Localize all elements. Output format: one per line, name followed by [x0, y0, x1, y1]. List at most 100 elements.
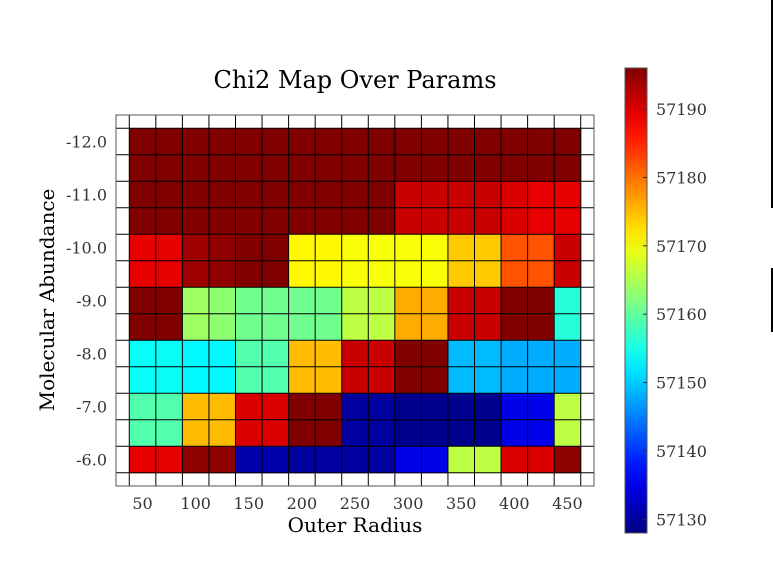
- heatmap-cell: [288, 419, 316, 447]
- x-tick-label: 250: [340, 494, 371, 513]
- heatmap-cell: [262, 366, 290, 394]
- heatmap-cell: [129, 287, 157, 315]
- heatmap-cell: [527, 340, 555, 368]
- heatmap-cell: [368, 181, 396, 209]
- heatmap-cell: [421, 207, 449, 235]
- heatmap-cell: [315, 419, 343, 447]
- heatmap-cell: [421, 128, 449, 156]
- heatmap-cell: [501, 366, 529, 394]
- heatmap-cell: [368, 419, 396, 447]
- heatmap-cell: [554, 446, 582, 474]
- window-edge-line: [771, 0, 773, 208]
- heatmap-cell: [421, 260, 449, 288]
- window-edge-line-lower: [771, 268, 773, 332]
- heatmap-cell: [341, 366, 369, 394]
- heatmap-grid: [116, 115, 594, 486]
- heatmap-cell: [447, 154, 475, 182]
- heatmap-cell: [447, 393, 475, 421]
- heatmap-cell: [501, 393, 529, 421]
- heatmap-cell: [341, 340, 369, 368]
- heatmap-cell: [501, 207, 529, 235]
- heatmap-cell: [368, 128, 396, 156]
- heatmap-cell: [341, 446, 369, 474]
- heatmap-cell: [235, 313, 263, 341]
- heatmap-cell: [155, 287, 183, 315]
- heatmap-cell: [474, 181, 502, 209]
- heatmap-cell: [235, 340, 263, 368]
- heatmap-cell: [341, 128, 369, 156]
- heatmap-cell: [554, 181, 582, 209]
- heatmap-cell: [501, 313, 529, 341]
- heatmap-cell: [315, 340, 343, 368]
- heatmap-cell: [182, 366, 210, 394]
- colorbar-ticks: 57190 57180 57170 57160 57150 57140 57130: [643, 100, 707, 529]
- heatmap-cell: [182, 260, 210, 288]
- colorbar-tick-label: 57130: [656, 510, 707, 529]
- heatmap-cell: [554, 154, 582, 182]
- heatmap-cell: [262, 207, 290, 235]
- heatmap-cell: [288, 366, 316, 394]
- heatmap-cell: [554, 260, 582, 288]
- heatmap-cell: [235, 287, 263, 315]
- y-tick-label: -11.0: [66, 186, 107, 205]
- heatmap-cell: [315, 207, 343, 235]
- heatmap-cell: [288, 287, 316, 315]
- heatmap-cell: [474, 154, 502, 182]
- heatmap-cell: [527, 207, 555, 235]
- x-axis-label: Outer Radius: [288, 513, 423, 537]
- heatmap-cell: [288, 181, 316, 209]
- heatmap-cell: [315, 128, 343, 156]
- heatmap-cell: [182, 419, 210, 447]
- heatmap-cell: [262, 393, 290, 421]
- heatmap-cell: [129, 234, 157, 262]
- heatmap-cell: [554, 287, 582, 315]
- x-tick-label: 300: [393, 494, 424, 513]
- heatmap-cell: [288, 260, 316, 288]
- heatmap-cell: [394, 181, 422, 209]
- heatmap-cell: [421, 154, 449, 182]
- heatmap-cell: [155, 181, 183, 209]
- heatmap-cell: [129, 154, 157, 182]
- heatmap-cell: [262, 446, 290, 474]
- heatmap-cell: [421, 340, 449, 368]
- heatmap-cell: [527, 154, 555, 182]
- heatmap-cell: [182, 446, 210, 474]
- heatmap-cell: [554, 366, 582, 394]
- heatmap-cell: [447, 234, 475, 262]
- heatmap-cell: [447, 128, 475, 156]
- heatmap-cell: [341, 287, 369, 315]
- heatmap-cell: [527, 287, 555, 315]
- heatmap-cell: [315, 181, 343, 209]
- heatmap-cell: [394, 340, 422, 368]
- heatmap-cell: [155, 260, 183, 288]
- heatmap-cell: [368, 366, 396, 394]
- heatmap-cell: [447, 287, 475, 315]
- heatmap-cell: [341, 181, 369, 209]
- y-axis-ticks: -12.0 -11.0 -10.0 -9.0 -8.0 -7.0 -6.0: [66, 133, 107, 470]
- heatmap-cell: [341, 234, 369, 262]
- heatmap-cell: [235, 128, 263, 156]
- heatmap-cell: [447, 260, 475, 288]
- y-tick-label: -10.0: [66, 239, 107, 258]
- x-tick-label: 450: [552, 494, 583, 513]
- heatmap-cell: [474, 340, 502, 368]
- heatmap-cell: [208, 393, 236, 421]
- x-axis-ticks: 50 100 150 200 250 300 350 400 450: [132, 494, 582, 513]
- heatmap-cell: [447, 446, 475, 474]
- colorbar-tick-label: 57140: [656, 442, 707, 461]
- heatmap-cell: [421, 313, 449, 341]
- heatmap-cell: [129, 260, 157, 288]
- heatmap-cell: [129, 446, 157, 474]
- heatmap-cell: [288, 234, 316, 262]
- heatmap-cell: [394, 287, 422, 315]
- colorbar-tick-label: 57160: [656, 305, 707, 324]
- heatmap-cell: [447, 419, 475, 447]
- heatmap-cell: [474, 446, 502, 474]
- heatmap-cell: [447, 366, 475, 394]
- heatmap-cell: [155, 366, 183, 394]
- heatmap-cell: [288, 446, 316, 474]
- heatmap-cell: [288, 128, 316, 156]
- heatmap-cell: [235, 154, 263, 182]
- heatmap-cell: [208, 419, 236, 447]
- y-tick-label: -12.0: [66, 133, 107, 152]
